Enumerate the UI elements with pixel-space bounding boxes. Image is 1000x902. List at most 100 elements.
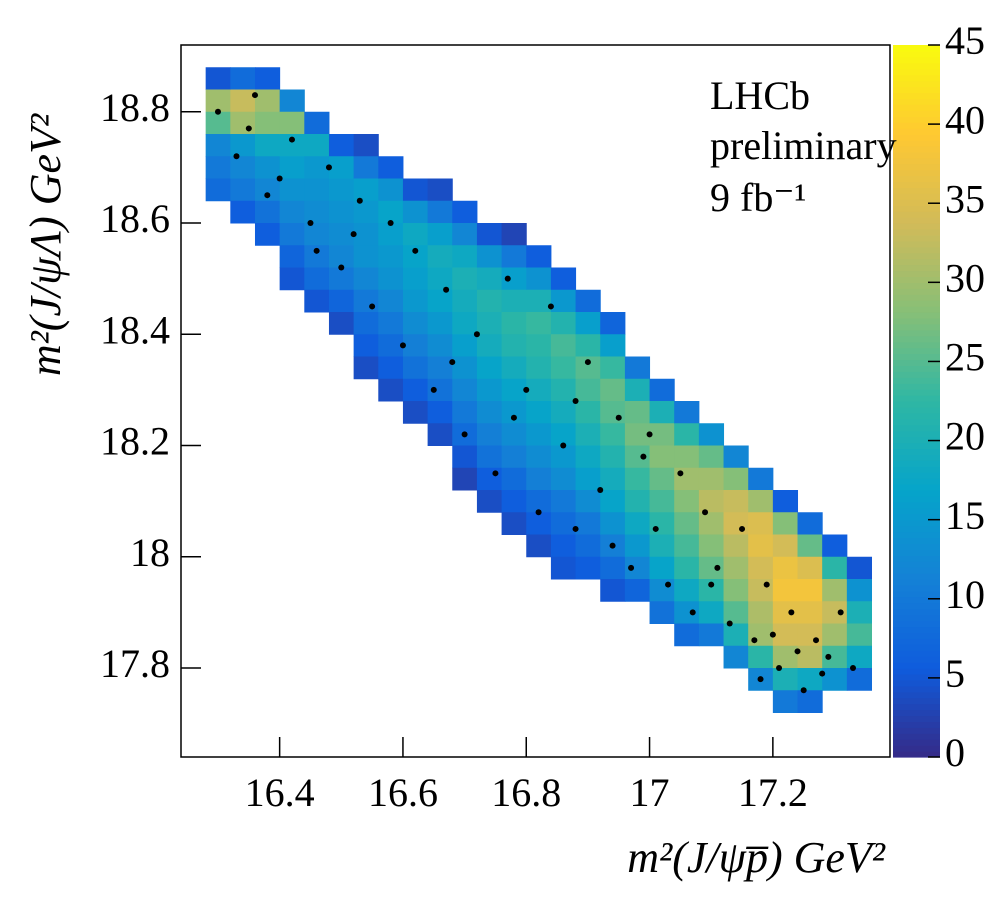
colorbar-slice	[893, 751, 940, 758]
colorbar-slice	[893, 602, 940, 610]
heatmap-cell	[698, 534, 725, 558]
heatmap-cell	[279, 111, 305, 135]
colorbar-slice	[893, 715, 940, 722]
heatmap-cell	[624, 579, 651, 602]
heatmap-cell	[846, 556, 873, 580]
colorbar-slice	[893, 134, 940, 141]
colorbar-tick-label: 10	[945, 572, 985, 617]
data-point	[763, 581, 770, 588]
heatmap-cell	[748, 601, 774, 624]
heatmap-cell	[624, 467, 651, 491]
colorbar-slice	[893, 662, 940, 669]
heatmap-cell	[501, 512, 527, 535]
heatmap-cell	[723, 490, 749, 513]
heatmap-cell	[304, 245, 330, 268]
heatmap-cell	[575, 312, 601, 335]
heatmap-cell	[698, 423, 725, 446]
data-point	[714, 564, 721, 571]
heatmap-cell	[674, 401, 700, 424]
colorbar-slice	[893, 228, 940, 236]
data-point	[652, 525, 659, 532]
heatmap-cell	[353, 134, 379, 157]
colorbar-slice	[893, 460, 940, 467]
heatmap-cell	[674, 579, 700, 602]
heatmap-cell	[846, 623, 873, 647]
heatmap-cell	[550, 534, 577, 558]
heatmap-cell	[279, 200, 305, 224]
colorbar-slice	[893, 294, 940, 301]
colorbar-slice	[893, 656, 940, 663]
heatmap-cell	[649, 512, 675, 535]
heatmap-cell	[526, 467, 552, 491]
colorbar-slice	[893, 139, 940, 147]
heatmap-cell	[723, 601, 749, 624]
heatmap-cell	[649, 445, 675, 469]
heatmap-cell	[427, 223, 453, 246]
colorbar-slice	[893, 490, 940, 497]
heatmap-cell	[526, 512, 552, 535]
colorbar-slice	[893, 86, 940, 94]
data-point	[572, 525, 579, 532]
colorbar-slice	[893, 691, 940, 699]
heatmap-cell	[279, 156, 305, 179]
heatmap-cell	[723, 534, 749, 558]
colorbar-slice	[893, 709, 940, 717]
heatmap-cell	[575, 556, 601, 580]
heatmap-cell	[723, 579, 749, 602]
heatmap-cell	[624, 356, 651, 380]
colorbar-slice	[893, 424, 940, 432]
heatmap-cell	[353, 245, 379, 268]
heatmap-cell	[797, 690, 823, 713]
heatmap-cell	[698, 579, 725, 602]
heatmap-cell	[452, 467, 478, 491]
heatmap-cell	[674, 534, 700, 558]
heatmap-cell	[846, 645, 873, 669]
colorbar-tick-label: 20	[945, 414, 985, 459]
heatmap-cell	[674, 490, 700, 513]
colorbar-slice	[893, 406, 940, 414]
data-point	[449, 359, 456, 366]
colorbar-slice	[893, 412, 940, 420]
heatmap-cell	[723, 556, 749, 580]
colorbar-slice	[893, 377, 940, 384]
colorbar-slice	[893, 116, 940, 123]
heatmap-cell	[575, 401, 601, 424]
colorbar-slice	[893, 567, 940, 574]
colorbar-slice	[893, 644, 940, 651]
heatmap-cell	[674, 512, 700, 535]
heatmap-cell	[674, 623, 700, 647]
colorbar-slice	[893, 335, 940, 343]
heatmap-cell	[822, 645, 848, 669]
heatmap-cell	[550, 378, 577, 402]
data-point	[492, 470, 499, 477]
heatmap-cell	[279, 89, 305, 113]
heatmap-cell	[427, 423, 453, 446]
heatmap-cell	[427, 356, 453, 380]
heatmap-cell	[846, 579, 873, 602]
heatmap-cell	[550, 490, 577, 513]
heatmap-cell	[526, 245, 552, 268]
heatmap-cell	[353, 156, 379, 179]
x-tick-label: 17	[630, 770, 670, 815]
colorbar-slice	[893, 389, 940, 396]
colorbar-slice	[893, 739, 940, 746]
heatmap-cell	[649, 490, 675, 513]
colorbar-slice	[893, 74, 940, 82]
heatmap-cell	[723, 512, 749, 535]
heatmap-cell	[624, 512, 651, 535]
heatmap-cell	[526, 334, 552, 357]
heatmap-cell	[772, 579, 799, 602]
x-tick-label: 16.8	[491, 770, 561, 815]
heatmap-cell	[772, 668, 799, 691]
colorbar-slice	[893, 454, 940, 461]
heatmap-cell	[550, 267, 577, 291]
colorbar-slice	[893, 703, 940, 711]
heatmap-cell	[822, 534, 848, 558]
heatmap-cell	[304, 267, 330, 291]
colorbar-slice	[893, 727, 940, 734]
data-point	[504, 275, 511, 282]
heatmap-cell	[822, 579, 848, 602]
data-point	[430, 386, 437, 393]
colorbar-slice	[893, 472, 940, 479]
data-point	[628, 564, 635, 571]
